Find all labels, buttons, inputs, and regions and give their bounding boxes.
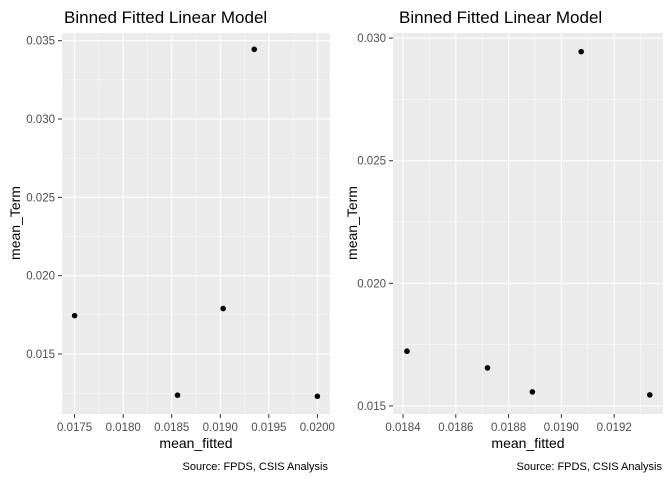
chart-left: Binned Fitted Linear Model 0.0175 0.0180 0… <box>7 8 335 473</box>
chart-right-x-tick-label: 0.0186 <box>438 422 473 434</box>
chart-right-y-tick-label: 0.030 <box>357 33 386 45</box>
chart-left-data-point <box>314 393 321 400</box>
chart-right-data-point <box>647 392 653 398</box>
chart-left-x-tick-label: 0.0175 <box>57 422 92 434</box>
chart-left-y-tick-label: 0.015 <box>26 349 55 361</box>
chart-right-x-tick-label: 0.0190 <box>544 422 579 434</box>
chart-right-data-point <box>529 389 536 395</box>
chart-right-y-tick-label: 0.025 <box>357 156 386 168</box>
chart-left-x-tick-label: 0.0195 <box>251 422 286 434</box>
chart-left-y-tick-label: 0.020 <box>26 271 55 283</box>
chart-left-y-tick-label: 0.030 <box>26 114 55 126</box>
chart-right-caption: Source: FPDS, CSIS Analysis <box>517 461 663 473</box>
chart-right-x-tick-label: 0.0192 <box>597 422 632 434</box>
chart-right-gridlines <box>393 33 663 414</box>
chart-left-data-point <box>174 392 181 399</box>
chart-right-data-point <box>484 365 491 371</box>
chart-left-gridlines <box>62 33 330 414</box>
chart-left-y-tick-label: 0.025 <box>26 192 55 204</box>
chart-right-points <box>404 48 653 398</box>
chart-left-x-axis-title: mean_fitted <box>159 435 232 451</box>
chart-left-x-tick-label: 0.0190 <box>203 422 238 434</box>
chart-left-data-point <box>251 46 258 53</box>
chart-right-y-axis-title: mean_Term <box>344 186 360 260</box>
chart-right-x-tick-label: 0.0188 <box>491 422 526 434</box>
chart-left-y-axis-title: mean_Term <box>7 186 23 260</box>
chart-left-y-ticks: 0.015 0.020 0.025 0.030 0.035 <box>26 36 62 361</box>
chart-right: Binned Fitted Linear Model 0.0184 0.0186 0… <box>344 8 663 473</box>
chart-left-data-point <box>220 305 226 312</box>
chart-right-title: Binned Fitted Linear Model <box>399 8 602 27</box>
chart-left-caption: Source: FPDS, CSIS Analysis <box>183 461 329 473</box>
chart-right-x-axis-title: mean_fitted <box>491 435 564 451</box>
chart-right-x-ticks: 0.0184 0.0186 0.0188 0.0190 0.0192 <box>385 414 632 434</box>
chart-right-y-tick-label: 0.020 <box>357 278 386 290</box>
chart-left-title: Binned Fitted Linear Model <box>64 8 267 27</box>
chart-left-points <box>71 46 321 400</box>
chart-left-x-tick-label: 0.0180 <box>106 422 141 434</box>
chart-right-data-point <box>404 348 410 355</box>
chart-left-x-tick-label: 0.0185 <box>154 422 189 434</box>
chart-left-x-ticks: 0.0175 0.0180 0.0185 0.0190 0.0195 0.0200 <box>57 414 335 434</box>
chart-right-panel <box>393 33 663 414</box>
chart-left-data-point <box>71 312 78 319</box>
chart-right-y-tick-label: 0.015 <box>357 401 386 413</box>
chart-right-x-tick-label: 0.0184 <box>385 422 421 434</box>
chart-left-x-tick-label: 0.0200 <box>300 422 335 434</box>
chart-left-y-tick-label: 0.035 <box>26 36 55 48</box>
chart-right-data-point <box>578 48 584 55</box>
chart-right-y-ticks: 0.015 0.020 0.025 0.030 <box>357 33 393 413</box>
